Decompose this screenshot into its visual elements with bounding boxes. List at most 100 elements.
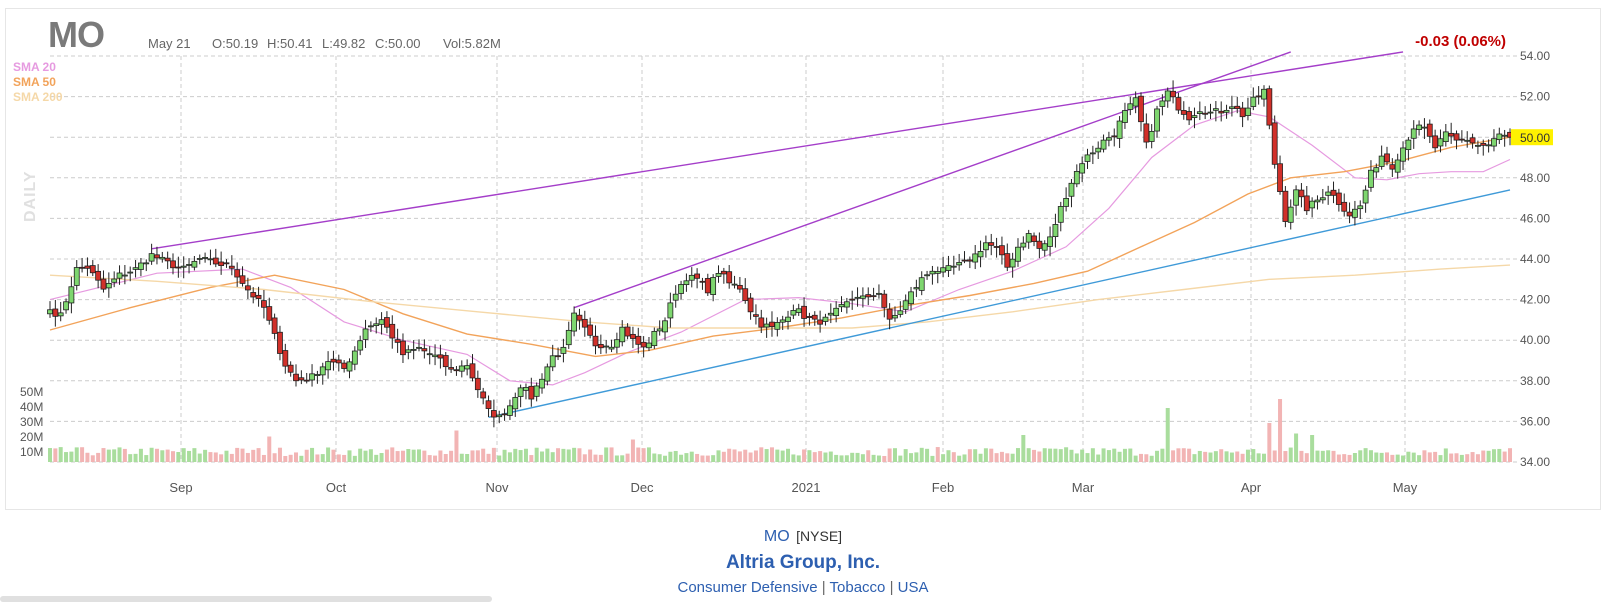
candle[interactable] xyxy=(790,304,797,320)
trendline-purple[interactable] xyxy=(151,51,1404,250)
candle[interactable] xyxy=(785,310,791,330)
candle[interactable] xyxy=(159,251,166,263)
candle[interactable] xyxy=(1079,156,1086,183)
candle[interactable] xyxy=(999,236,1005,265)
candle[interactable] xyxy=(720,267,727,284)
candle[interactable] xyxy=(758,309,765,334)
candle[interactable] xyxy=(945,255,952,277)
candle[interactable] xyxy=(132,259,139,278)
candle[interactable] xyxy=(726,265,733,289)
candle[interactable] xyxy=(1442,123,1449,147)
candle[interactable] xyxy=(966,256,973,269)
candle[interactable] xyxy=(544,363,551,386)
candle[interactable] xyxy=(560,338,567,363)
candle[interactable] xyxy=(817,310,824,333)
candle[interactable] xyxy=(1127,96,1134,116)
candle[interactable] xyxy=(105,272,112,298)
candle[interactable] xyxy=(651,327,658,349)
candle[interactable] xyxy=(277,325,283,361)
candle[interactable] xyxy=(1368,160,1374,192)
candle[interactable] xyxy=(1287,199,1294,230)
candle[interactable] xyxy=(314,370,321,384)
candle[interactable] xyxy=(1245,97,1251,121)
candle[interactable] xyxy=(956,253,963,271)
candle[interactable] xyxy=(367,321,374,333)
candle[interactable] xyxy=(988,233,995,256)
candle[interactable] xyxy=(592,325,599,355)
candle[interactable] xyxy=(1143,113,1150,149)
candle[interactable] xyxy=(913,279,920,298)
candle[interactable] xyxy=(1025,229,1032,249)
candle[interactable] xyxy=(196,254,203,265)
candle[interactable] xyxy=(1212,100,1219,122)
candle[interactable] xyxy=(624,323,631,340)
candle[interactable] xyxy=(646,336,652,352)
candle[interactable] xyxy=(1298,183,1305,208)
candle[interactable] xyxy=(571,306,578,337)
candle[interactable] xyxy=(261,290,267,319)
candle[interactable] xyxy=(1271,115,1278,169)
candle[interactable] xyxy=(801,297,807,327)
candle[interactable] xyxy=(699,277,706,290)
candle[interactable] xyxy=(1234,96,1241,114)
candle[interactable] xyxy=(223,259,230,268)
candle[interactable] xyxy=(287,361,294,377)
candle[interactable] xyxy=(458,360,465,378)
candle[interactable] xyxy=(597,334,604,355)
candle[interactable] xyxy=(838,296,845,312)
candle[interactable] xyxy=(870,287,877,301)
candle[interactable] xyxy=(485,395,492,418)
candle[interactable] xyxy=(325,351,331,379)
candle[interactable] xyxy=(982,235,989,258)
candle[interactable] xyxy=(865,287,872,306)
candle[interactable] xyxy=(1394,153,1401,179)
candle[interactable] xyxy=(694,268,701,289)
candle[interactable] xyxy=(1448,122,1455,144)
candle[interactable] xyxy=(346,358,353,379)
candle[interactable] xyxy=(608,339,615,353)
candle[interactable] xyxy=(603,340,610,354)
candle[interactable] xyxy=(95,264,102,289)
candle[interactable] xyxy=(228,255,235,276)
candle[interactable] xyxy=(362,319,369,348)
footer-symbol[interactable]: MO xyxy=(763,528,790,545)
industry-link[interactable]: Tobacco xyxy=(829,579,886,596)
candle[interactable] xyxy=(138,257,144,277)
candle[interactable] xyxy=(239,266,246,287)
candle[interactable] xyxy=(73,260,80,291)
candle[interactable] xyxy=(961,251,968,264)
candle[interactable] xyxy=(1180,101,1187,120)
candle[interactable] xyxy=(1405,137,1412,161)
candle[interactable] xyxy=(1496,127,1503,145)
candle[interactable] xyxy=(662,317,668,341)
candle[interactable] xyxy=(1378,145,1385,170)
candle[interactable] xyxy=(1319,188,1326,204)
candle[interactable] xyxy=(918,271,925,296)
candle[interactable] xyxy=(57,301,64,322)
candle[interactable] xyxy=(715,265,722,283)
candle[interactable] xyxy=(736,276,743,293)
candle[interactable] xyxy=(667,292,674,328)
candle[interactable] xyxy=(940,256,947,278)
candle[interactable] xyxy=(908,286,914,311)
candle[interactable] xyxy=(1170,80,1176,104)
candle[interactable] xyxy=(335,354,342,372)
candle[interactable] xyxy=(795,303,802,316)
candle[interactable] xyxy=(849,290,856,310)
candle[interactable] xyxy=(811,311,818,326)
candle[interactable] xyxy=(774,317,781,337)
candle[interactable] xyxy=(1063,187,1070,212)
candle[interactable] xyxy=(1432,129,1439,153)
candle[interactable] xyxy=(164,251,171,270)
candle[interactable] xyxy=(1255,86,1262,105)
candle[interactable] xyxy=(822,313,829,326)
candle[interactable] xyxy=(1036,232,1043,259)
trendline-blue[interactable] xyxy=(488,189,1511,419)
candle[interactable] xyxy=(1154,105,1160,138)
candle[interactable] xyxy=(1277,155,1283,195)
candle[interactable] xyxy=(1373,163,1380,178)
candle[interactable] xyxy=(523,383,529,400)
candle[interactable] xyxy=(1266,85,1273,130)
candle[interactable] xyxy=(469,354,476,382)
candle[interactable] xyxy=(218,251,225,275)
